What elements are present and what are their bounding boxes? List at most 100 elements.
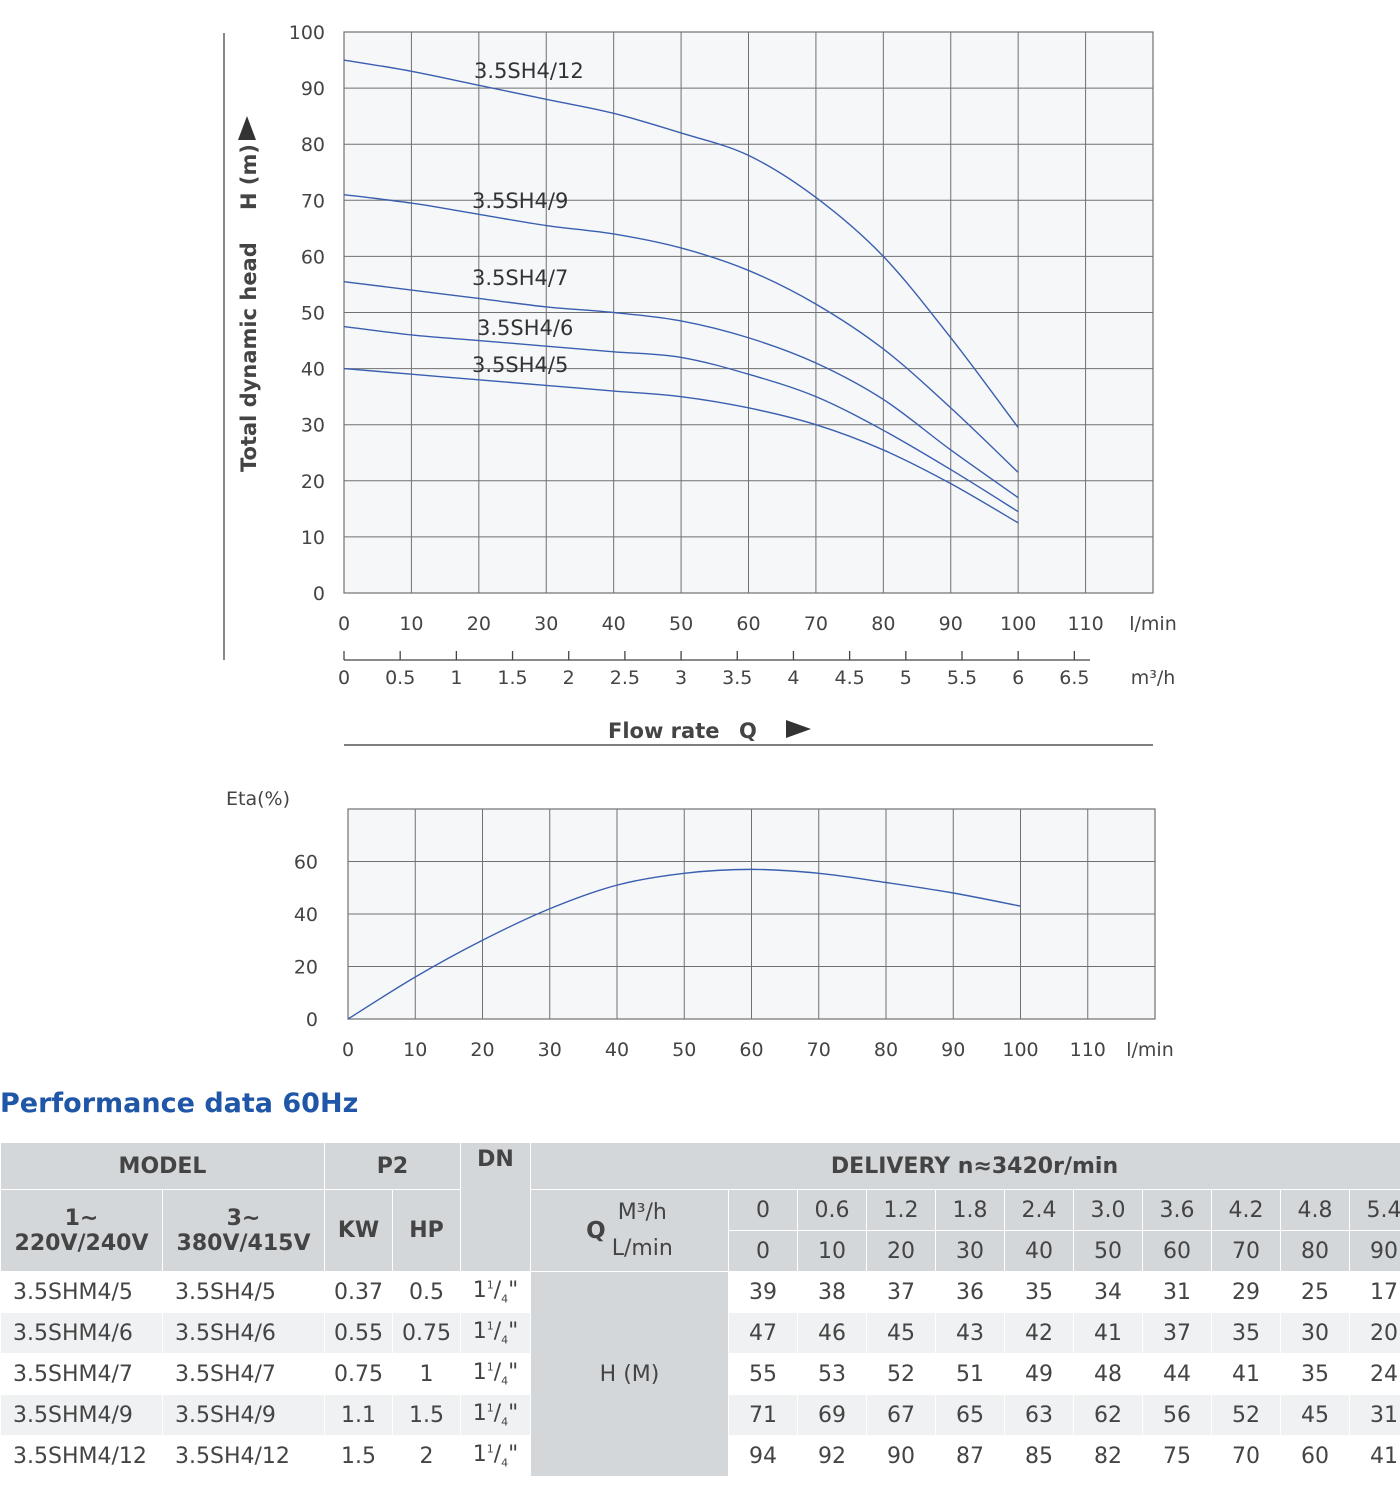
head-unit-label: H (M) [530,1271,729,1477]
table-row: 3.5SHM4/7 3.5SH4/7 0.75 1 11/4" 55 53 52 51 49 48 4… [0,1353,1400,1395]
head-value: 37 [866,1271,936,1313]
head-curve-3.5SH4/6 [343,325,1019,513]
y-tick-label: 30 [301,415,325,437]
x-unit-label: l/min [1129,613,1177,635]
m3h-tick-label: 6.5 [1059,667,1089,689]
performance-table: MODEL P2 DN DELIVERY n≈3420r/min 1~ 220V/… [0,1142,1400,1477]
eta-axis-title: Eta(%) [226,788,290,810]
q-m3h-cell: 4.2 [1211,1189,1281,1231]
series-label: 3.5SH4/6 [477,316,573,340]
model-single-phase: 3.5SHM4/5 [0,1271,163,1313]
m3h-tick-label: 3 [675,667,687,689]
head-value: 47 [728,1312,798,1354]
y-tick-label: 10 [301,527,325,549]
q-m3h-cell: 1.8 [935,1189,1005,1231]
header-three-phase: 3~ 380V/415V [162,1189,325,1272]
dn-cell: 11/4" [460,1353,531,1395]
head-value: 87 [935,1435,1005,1477]
head-value: 43 [935,1312,1005,1354]
dn-cell: 11/4" [460,1312,531,1354]
head-value: 41 [1348,1435,1400,1477]
power-hp: 0.5 [392,1271,461,1313]
head-value: 48 [1073,1353,1143,1395]
head-value: 39 [728,1271,798,1313]
m3h-tick-label: 5.5 [947,667,977,689]
performance-table-body: 3.5SHM4/5 3.5SH4/5 0.37 0.5 11/4" H (M) 39 38 37… [0,1271,1400,1477]
dn-cell: 11/4" [460,1394,531,1436]
head-value: 41 [1073,1312,1143,1354]
power-hp: 0.75 [392,1312,461,1354]
q-lmin-cell: 20 [866,1230,936,1272]
head-curve-3.5SH4/7 [343,280,1019,499]
eta-x-tick-label: 20 [470,1039,494,1061]
dn-cell: 11/4" [460,1435,531,1477]
model-single-phase: 3.5SHM4/7 [0,1353,163,1395]
eta-grid [347,808,1156,1020]
head-value: 56 [1142,1394,1212,1436]
q-lmin-cell: 10 [797,1230,867,1272]
power-kw: 0.37 [324,1271,393,1313]
head-curve-3.5SH4/12 [343,59,1019,428]
q-m3h-cell: 4.8 [1280,1189,1350,1231]
head-value: 52 [866,1353,936,1395]
table-row: 3.5SHM4/9 3.5SH4/9 1.1 1.5 11/4" 71 69 67 65 63 62… [0,1394,1400,1436]
dn-cell: 11/4" [460,1271,531,1313]
header-delivery: DELIVERY n≈3420r/min [529,1142,1400,1190]
head-value: 60 [1280,1435,1350,1477]
eta-x-tick-label: 110 [1070,1039,1106,1061]
eta-y-tick-label: 60 [294,852,318,874]
eta-x-tick-label: 80 [874,1039,898,1061]
head-value: 37 [1142,1312,1212,1354]
eta-x-tick-label: 40 [605,1039,629,1061]
header-model: MODEL [0,1142,325,1190]
q-lmin-cell: 0 [728,1230,798,1272]
eta-y-tick-label: 0 [306,1009,318,1031]
y-tick-label: 40 [301,359,325,381]
header-kw: KW [324,1189,393,1272]
head-value: 63 [1004,1394,1074,1436]
head-value: 35 [1280,1353,1350,1395]
model-three-phase: 3.5SH4/5 [162,1271,325,1313]
model-three-phase: 3.5SH4/7 [162,1353,325,1395]
y-tick-label: 90 [301,78,325,100]
model-single-phase: 3.5SHM4/12 [0,1435,163,1477]
x-tick-label: 70 [804,613,828,635]
x-tick-label: 30 [534,613,558,635]
power-kw: 1.5 [324,1435,393,1477]
x-tick-label: 0 [338,613,350,635]
performance-title: Performance data 60Hz [0,1088,359,1119]
head-value: 49 [1004,1353,1074,1395]
m3h-tick-label: 6 [1012,667,1024,689]
head-value: 45 [1280,1394,1350,1436]
head-curves: 3.5SH4/12 3.5SH4/9 3.5SH4/7 3.5SH4/6 3.5SH4/… [343,59,1019,524]
eta-x-tick-label: 0 [342,1039,354,1061]
y-arrow-icon [238,116,256,140]
header-p2: P2 [324,1142,461,1190]
eta-x-unit: l/min [1126,1039,1174,1061]
header-dn: DN [460,1142,531,1272]
model-single-phase: 3.5SHM4/9 [0,1394,163,1436]
head-value: 75 [1142,1435,1212,1477]
head-value: 20 [1348,1312,1400,1354]
m3h-unit-label: m³/h [1131,667,1176,689]
eta-y-tick-label: 20 [294,957,318,979]
q-lmin-cell: 60 [1142,1230,1212,1272]
y-axis-title: Total dynamic head [237,242,261,472]
x-tick-label: 10 [399,613,423,635]
eta-x-tick-label: 100 [1002,1039,1038,1061]
head-value: 69 [797,1394,867,1436]
x-axis-symbol: Q [739,719,757,743]
head-value: 35 [1004,1271,1074,1313]
head-value: 31 [1348,1394,1400,1436]
head-value: 25 [1280,1271,1350,1313]
model-three-phase: 3.5SH4/9 [162,1394,325,1436]
head-value: 92 [797,1435,867,1477]
head-value: 45 [866,1312,936,1354]
eta-y-tick-label: 40 [294,904,318,926]
m3h-tick-label: 5 [900,667,912,689]
head-value: 31 [1142,1271,1212,1313]
m3h-tick-label: 1 [450,667,462,689]
x-tick-label: 100 [1000,613,1036,635]
head-value: 29 [1211,1271,1281,1313]
header-single-phase: 1~ 220V/240V [0,1189,163,1272]
